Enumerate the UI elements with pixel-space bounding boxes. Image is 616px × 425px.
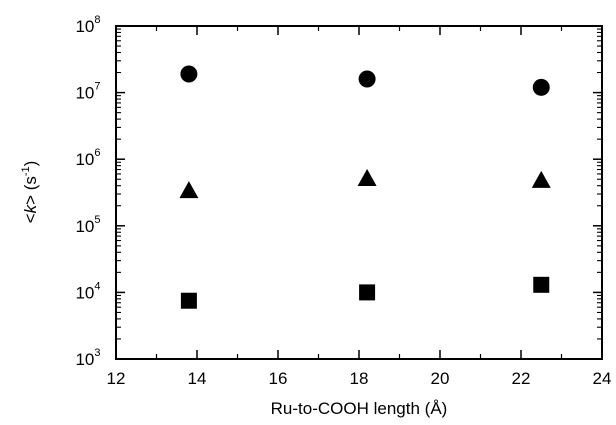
y-axis-title-sup: -1: [20, 166, 32, 176]
triangle-marker: [357, 169, 377, 187]
y-tick-label: 104: [75, 280, 100, 302]
y-axis-title-close: > (s: [21, 176, 40, 205]
ticks: [115, 25, 603, 360]
x-tick-label: 22: [512, 369, 531, 388]
x-tick-label: 12: [107, 369, 126, 388]
y-axis-title-open: <: [21, 213, 40, 223]
y-tick-label: 105: [75, 214, 100, 236]
x-tick-label: 14: [188, 369, 207, 388]
y-axis-title: <k> (s-1): [20, 161, 40, 224]
data-markers: [179, 65, 551, 309]
x-tick-label: 16: [269, 369, 288, 388]
circle-marker: [180, 65, 198, 83]
x-axis-title: Ru-to-COOH length (Å): [271, 399, 448, 418]
y-axis-title-end: ): [21, 161, 40, 167]
y-axis-title-var: k: [21, 203, 40, 213]
y-tick-label: 106: [75, 147, 100, 169]
x-tick-label: 20: [431, 369, 450, 388]
tick-labels: 12 14 16 18 20 22 24 103 104 105 106 107 108: [75, 14, 611, 388]
square-marker: [180, 292, 197, 309]
triangle-marker: [531, 170, 551, 188]
square-marker: [533, 276, 550, 293]
y-tick-label: 108: [75, 14, 100, 36]
triangle-marker: [179, 181, 199, 199]
square-marker: [359, 284, 376, 301]
x-tick-label: 24: [593, 369, 612, 388]
circle-marker: [358, 70, 376, 88]
circle-marker: [532, 78, 550, 96]
y-tick-label: 103: [75, 347, 100, 369]
y-tick-label: 107: [75, 81, 100, 103]
x-tick-label: 18: [350, 369, 369, 388]
